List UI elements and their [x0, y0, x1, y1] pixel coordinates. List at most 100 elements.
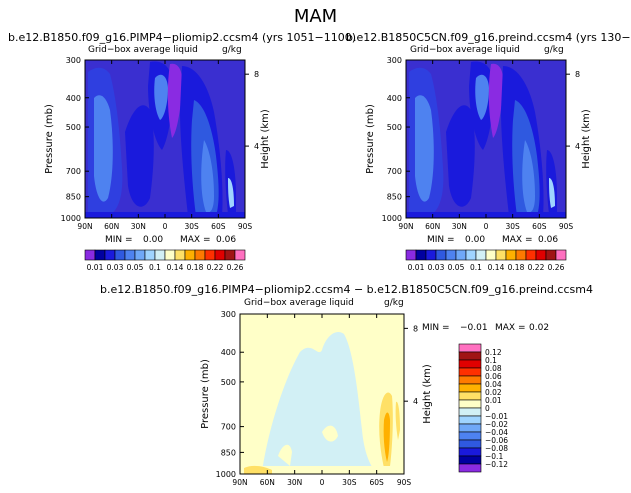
panel-1-colorbar-box: [124, 249, 136, 261]
panel-2-x-tick-label: 60S: [532, 222, 547, 231]
panel-3-min-label: MIN =: [422, 323, 450, 333]
panel-2-title: b.e12.B1850C5CN.f09_g16.preind.ccsm4 (yr…: [346, 31, 631, 44]
panel-2-colorbar-label: 0.05: [448, 263, 465, 272]
panel-2-colorbar-label: 0.03: [428, 263, 445, 272]
panel-1-y-tick-label: 850: [66, 193, 81, 202]
panel-3-y-tick-label: 700: [221, 423, 236, 432]
panel-3-y-tick-label: 850: [221, 448, 236, 457]
panel-1-colorbar-box: [174, 249, 186, 261]
panel-3-y2-tick-label: 4: [413, 397, 418, 406]
panel-2-colorbar-box: [455, 249, 467, 261]
panel-3-y-tick-label: 1000: [216, 470, 236, 479]
panel-2-colorbar-box: [535, 249, 547, 261]
panel-3-colorbar-box: [458, 431, 482, 441]
panel-3-colorbar-box: [458, 439, 482, 449]
panel-2-x-tick-label: 90S: [559, 222, 574, 231]
panel-2-min-value: 0.00: [465, 235, 486, 245]
panel-2-colorbar-label: 0.1: [470, 263, 482, 272]
panel-2-y-tick-label: 850: [387, 193, 402, 202]
panel-3-x-tick-label: 30S: [342, 478, 357, 487]
panel-2-colorbar-box: [405, 249, 417, 261]
panel-3-min-value: −0.01: [460, 323, 488, 333]
panel-1-units: g/kg: [222, 45, 242, 55]
panel-2-y-tick-label: 500: [387, 123, 402, 132]
panel-1-colorbar-box: [154, 249, 166, 261]
panel-2-x-tick-label: 60N: [425, 222, 440, 231]
panel-2-colorbar-box: [485, 249, 497, 261]
panel-2-colorbar-box: [505, 249, 517, 261]
panel-3-colorbar-label: 0.1: [485, 356, 497, 365]
panel-3-y2-tick-label: 8: [413, 324, 418, 333]
panel-3-x-tick-label: 30N: [287, 478, 302, 487]
panel-1-colorbar-label: 0.22: [207, 263, 224, 272]
panel-1-colorbar-label: 0.01: [87, 263, 104, 272]
panel-2-field: [406, 60, 566, 218]
panel-1-colorbar-box: [164, 249, 176, 261]
panel-2-y-axis-title: Pressure (mb): [365, 104, 376, 174]
panel-1-colorbar-label: 0.1: [149, 263, 161, 272]
panel-2-min-label: MIN =: [427, 235, 455, 245]
panel-1-colorbar-box: [144, 249, 156, 261]
panel-3-colorbar-box: [458, 463, 482, 473]
panel-3-x-tick-label: 60N: [260, 478, 275, 487]
panel-1-y2-tick-label: 4: [254, 142, 259, 151]
panel-1-colorbar-box: [214, 249, 226, 261]
panel-3-y-tick-label: 500: [221, 378, 236, 387]
panel-1-colorbar-box: [184, 249, 196, 261]
panel-3-colorbar-label: 0.08: [485, 364, 502, 373]
panel-1-x-tick-label: 90N: [77, 222, 92, 231]
panel-3-y-axis-title: Pressure (mb): [200, 359, 211, 429]
panel-2-colorbar-box: [445, 249, 457, 261]
panel-2-max-label: MAX =: [502, 235, 533, 245]
panel-2-colorbar-box: [495, 249, 507, 261]
panel-3-max-label: MAX =: [495, 323, 526, 333]
panel-3-colorbar-box: [458, 375, 482, 385]
panel-3-colorbar-label: −0.01: [485, 412, 508, 421]
panel-3-field: [240, 314, 404, 474]
panel-3-colorbar-box: [458, 343, 482, 353]
panel-3-colorbar-box: [458, 359, 482, 369]
panel-1-colorbar-label: 0.14: [167, 263, 184, 272]
panel-3-colorbar-label: 0: [485, 404, 490, 413]
panel-3-x-tick-label: 90N: [232, 478, 247, 487]
panel-3-colorbar-label: −0.06: [485, 436, 508, 445]
panel-3-x-tick-label: 60S: [370, 478, 385, 487]
panel-2-colorbar-label: 0.18: [508, 263, 525, 272]
panel-1-colorbar-box: [234, 249, 246, 261]
panel-2-colorbar-box: [475, 249, 487, 261]
panel-3-colorbar-box: [458, 391, 482, 401]
panel-1-colorbar-label: 0.05: [127, 263, 144, 272]
panel-1-colorbar-label: 0.03: [107, 263, 124, 272]
panel-2-colorbar-box: [525, 249, 537, 261]
panel-1-colorbar-box: [104, 249, 116, 261]
panel-1-y-tick-label: 700: [66, 167, 81, 176]
panel-3-colorbar-box: [458, 447, 482, 457]
panel-3-subtitle: Grid−box average liquid: [244, 298, 354, 308]
panel-2-x-tick-label: 30S: [506, 222, 521, 231]
panel-3-colorbar-box: [458, 415, 482, 425]
panel-3-colorbar-box: [458, 407, 482, 417]
panel-1-y-tick-label: 500: [66, 123, 81, 132]
panel-3-x-tick-label: 0: [320, 478, 325, 487]
panel-3-colorbar-label: 0.04: [485, 380, 502, 389]
panel-2-colorbar-box: [555, 249, 567, 261]
panel-1-subtitle: Grid−box average liquid: [88, 45, 198, 55]
panel-3-colorbar-box: [458, 399, 482, 409]
panel-2-y2-axis-title: Height (km): [581, 109, 592, 169]
panel-3-colorbar-label: −0.04: [485, 428, 508, 437]
page-title: MAM: [293, 6, 338, 27]
panel-3-colorbar-box: [458, 367, 482, 377]
panel-2-colorbar-box: [515, 249, 527, 261]
panel-1-title: b.e12.B1850.f09_g16.PIMP4−pliomip2.ccsm4…: [8, 31, 356, 44]
panel-2-colorbar-box: [465, 249, 477, 261]
panel-1-colorbar-box: [84, 249, 96, 261]
panel-3-x-tick-label: 90S: [397, 478, 412, 487]
panel-1-max-label: MAX =: [180, 235, 211, 245]
panel-3-colorbar-label: 0.06: [485, 372, 502, 381]
panel-1-colorbar-box: [134, 249, 146, 261]
panel-2-y2-tick-label: 4: [575, 142, 580, 151]
panel-2-subtitle: Grid−box average liquid: [410, 45, 520, 55]
panel-2-x-tick-label: 30N: [452, 222, 467, 231]
panel-2-y2-tick-label: 8: [575, 70, 580, 79]
panel-1-x-tick-label: 90S: [238, 222, 253, 231]
